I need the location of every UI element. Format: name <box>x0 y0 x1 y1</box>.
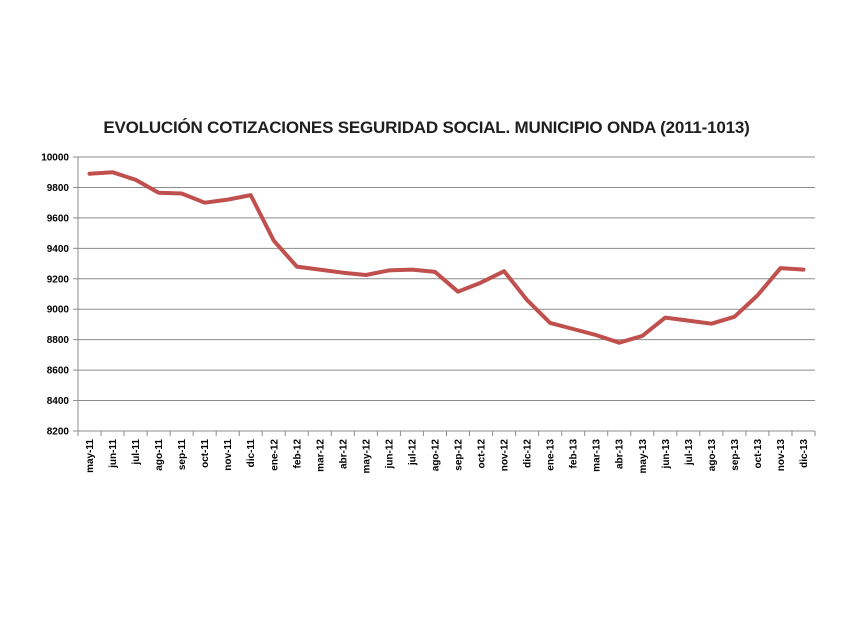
data-point <box>548 321 552 325</box>
data-point <box>364 273 368 277</box>
x-tick-label: may-12 <box>361 439 372 474</box>
data-point <box>663 316 667 320</box>
x-tick-labels: may-11 jun-11 jul-11 ago-11 sep-11 oct-11 nov-… <box>85 439 810 474</box>
y-tick-label: 9200 <box>47 274 70 285</box>
x-tick-label: ene-13 <box>546 439 557 471</box>
x-tick-label: may-13 <box>638 439 649 474</box>
y-tick-label: 8600 <box>47 366 70 377</box>
data-point <box>433 270 437 274</box>
y-tick-label: 9400 <box>47 244 70 255</box>
data-point <box>180 192 184 196</box>
data-point <box>617 341 621 345</box>
series-line <box>87 170 806 345</box>
data-point <box>502 269 506 273</box>
data-point <box>778 266 782 270</box>
data-point <box>341 271 345 275</box>
x-tick-label: abr-12 <box>338 439 349 469</box>
x-tick-label: ago-12 <box>430 439 441 472</box>
x-tick-label: oct-11 <box>200 439 211 468</box>
data-point <box>111 170 115 174</box>
x-tick-label: dic-12 <box>523 439 534 468</box>
data-point <box>88 172 92 176</box>
x-tick-label: oct-13 <box>753 439 764 469</box>
y-tick-labels: 8200 8400 8600 8800 9000 9200 9400 9600 9800 1000… <box>41 153 69 438</box>
data-point <box>226 198 230 202</box>
x-tick-label: nov-11 <box>223 439 234 471</box>
x-tick-label: nov-13 <box>776 439 787 472</box>
data-point <box>594 333 598 337</box>
data-point <box>709 322 713 326</box>
x-tick-label: sep-11 <box>177 439 188 471</box>
x-tick-label: jul-12 <box>407 439 418 467</box>
data-point <box>755 294 759 298</box>
series <box>87 170 806 345</box>
x-tick-label: mar-13 <box>592 439 603 472</box>
data-point <box>410 268 414 272</box>
data-point <box>640 334 644 338</box>
data-point <box>249 193 253 197</box>
x-tick-label: mar-12 <box>315 439 326 472</box>
y-tick-label: 9600 <box>47 213 70 224</box>
data-point <box>272 239 276 243</box>
data-point <box>479 281 483 285</box>
data-point <box>387 268 391 272</box>
axes <box>73 156 816 436</box>
x-tick-label: sep-13 <box>730 439 741 471</box>
data-point <box>456 290 460 294</box>
x-tick-label: sep-12 <box>454 439 465 471</box>
data-point <box>525 298 529 302</box>
x-tick-label: jun-12 <box>384 439 395 470</box>
x-tick-label: jul-11 <box>131 439 142 466</box>
data-point <box>157 191 161 195</box>
y-tick-label: 10000 <box>41 153 69 164</box>
x-tick-label: oct-12 <box>477 439 488 469</box>
x-tick-label: jul-13 <box>684 439 695 467</box>
x-tick-label: jun-11 <box>108 439 119 469</box>
x-tick-label: feb-12 <box>292 439 303 469</box>
x-tick-label: dic-11 <box>246 439 257 468</box>
y-tick-label: 8800 <box>47 335 70 346</box>
data-point <box>732 315 736 319</box>
data-point <box>203 201 207 205</box>
x-tick-label: dic-13 <box>799 439 810 468</box>
x-tick-label: abr-13 <box>615 439 626 469</box>
chart-title: EVOLUCIÓN COTIZACIONES SEGURIDAD SOCIAL.… <box>103 118 750 137</box>
x-tick-label: ago-11 <box>154 439 165 471</box>
x-tick-label: ene-12 <box>269 439 280 471</box>
x-tick-label: jun-13 <box>661 439 672 470</box>
x-tick-label: ago-13 <box>707 439 718 472</box>
data-point <box>134 178 138 182</box>
y-tick-label: 9000 <box>47 305 70 316</box>
y-tick-label: 8400 <box>47 396 70 407</box>
data-point <box>571 327 575 331</box>
data-point <box>295 265 299 269</box>
x-tick-label: feb-13 <box>569 439 580 469</box>
data-point <box>318 268 322 272</box>
x-tick-label: nov-12 <box>500 439 511 472</box>
data-point <box>801 268 805 272</box>
x-tick-label: may-11 <box>85 439 96 473</box>
y-tick-label: 8200 <box>47 427 70 438</box>
data-point <box>686 319 690 323</box>
y-tick-label: 9800 <box>47 183 70 194</box>
